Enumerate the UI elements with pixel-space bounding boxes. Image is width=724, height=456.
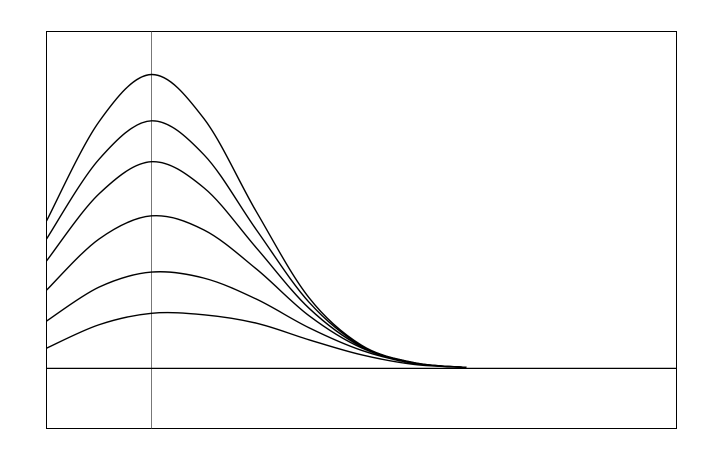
line-series (46, 271, 467, 369)
line-series (46, 311, 467, 369)
plot-frame (46, 31, 677, 429)
line-series (45, 161, 467, 369)
line-series (46, 214, 467, 369)
line-series (45, 120, 467, 369)
